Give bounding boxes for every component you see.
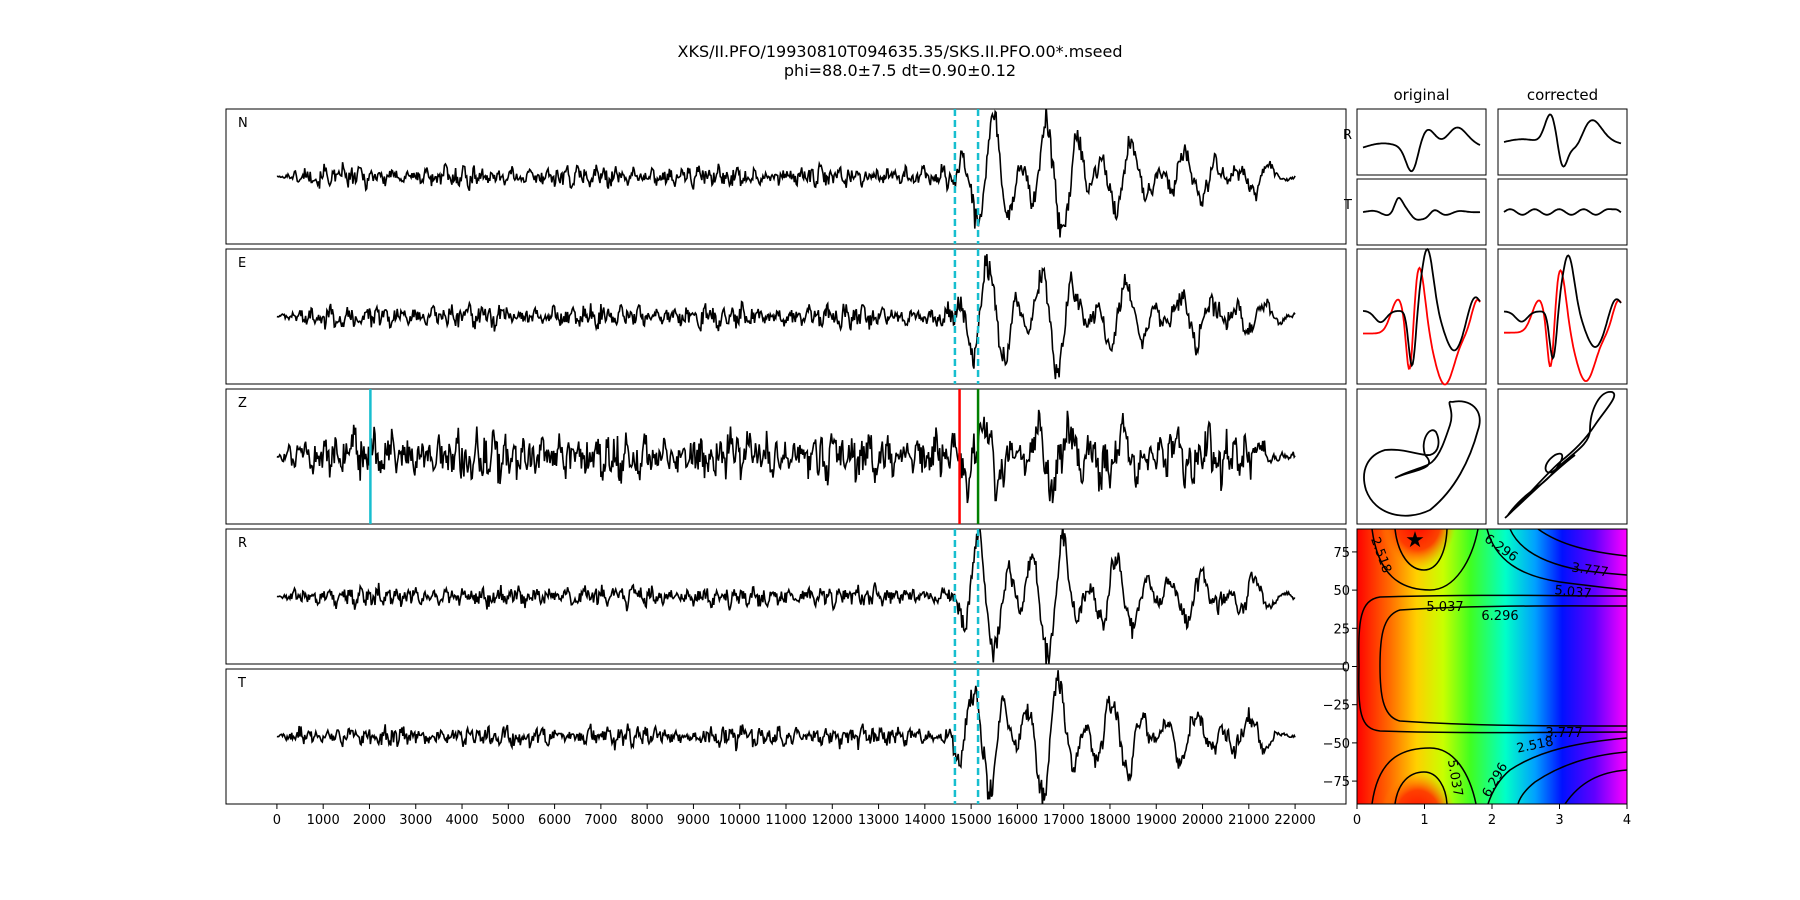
trace-panel-e: E — [225, 248, 1347, 385]
x-tick-label: 7000 — [584, 813, 617, 828]
x-tick-label: 16000 — [997, 813, 1038, 828]
contour-label: 5.037 — [1426, 600, 1463, 615]
contour-label: 6.296 — [1481, 609, 1518, 624]
x-tick-label: 17000 — [1043, 813, 1084, 828]
x-tick-label: 10000 — [719, 813, 760, 828]
x-tick-label: 4000 — [445, 813, 478, 828]
inset-frame — [1356, 388, 1487, 525]
x-tick-label: 11000 — [765, 813, 806, 828]
x-tick-label: 19000 — [1136, 813, 1177, 828]
x-tick-label: 3000 — [399, 813, 432, 828]
trace-label: T — [237, 676, 246, 691]
trace-label: N — [238, 116, 248, 131]
grid-contours — [1358, 529, 1627, 804]
x-tick-label: 0 — [273, 813, 281, 828]
trace-label: Z — [238, 396, 247, 411]
particle-motion-original — [1363, 400, 1481, 517]
trace-panel-z: Z — [225, 388, 1347, 525]
trace-panels: N E Z R T 0 1000 2000 3000 4000 5000 6000 7000 8000 90… — [225, 108, 1347, 828]
trace-panel-n: N — [225, 108, 1347, 245]
x-tick-label: 20000 — [1182, 813, 1223, 828]
grid-y-tick-label: 25 — [1333, 622, 1350, 637]
x-tick-label: 1000 — [307, 813, 340, 828]
x-tick-label: 5000 — [492, 813, 525, 828]
trace-waveform — [276, 109, 1296, 238]
inset-t-original — [1362, 196, 1481, 221]
x-tick-label: 2000 — [353, 813, 386, 828]
grid-y-tick-label: −25 — [1323, 699, 1350, 714]
grid-axis-ticks: 0 1 2 3 4 75 50 25 0 −25 −50 −75 — [1323, 546, 1632, 828]
grid-x-tick-label: 1 — [1420, 813, 1428, 828]
grid-x-tick-label: 3 — [1555, 813, 1563, 828]
trace-waveform — [276, 409, 1296, 504]
inset-t-corrected — [1503, 208, 1622, 216]
inset-frame — [1497, 178, 1628, 246]
inset-r-corrected — [1503, 113, 1622, 168]
grid-x-tick-label: 0 — [1353, 813, 1361, 828]
x-tick-label: 12000 — [812, 813, 853, 828]
figure-title: XKS/II.PFO/19930810T094635.35/SKS.II.PFO… — [677, 42, 1123, 61]
x-tick-label: 22000 — [1274, 813, 1315, 828]
best-fit-star-icon: ★ — [1405, 528, 1425, 553]
inset-r-original — [1362, 126, 1481, 173]
inset-row-label: T — [1343, 198, 1352, 213]
inset-row-label: R — [1343, 128, 1352, 143]
x-tick-label: 15000 — [950, 813, 991, 828]
grid-y-tick-label: −75 — [1323, 775, 1350, 790]
grid-y-tick-label: 50 — [1333, 584, 1350, 599]
trace-waveform — [276, 254, 1296, 380]
figure-subtitle: phi=88.0±7.5 dt=0.90±0.12 — [783, 61, 1017, 80]
x-tick-label: 14000 — [904, 813, 945, 828]
contour-label: 5.037 — [1444, 758, 1465, 797]
contour-label: 3.777 — [1545, 726, 1582, 741]
contour-label: 3.777 — [1570, 560, 1609, 580]
trace-x-axis: 0 1000 2000 3000 4000 5000 6000 7000 8000 9000 100… — [273, 804, 1316, 828]
trace-panel-r: R — [225, 528, 1347, 665]
grid-y-tick-label: 0 — [1342, 661, 1350, 676]
trace-waveform — [276, 670, 1296, 804]
contour-label: 5.037 — [1554, 583, 1593, 602]
inset-overlay-original-black — [1363, 247, 1481, 368]
trace-label: E — [238, 256, 246, 271]
grid-y-tick-label: −50 — [1323, 737, 1350, 752]
x-tick-label: 21000 — [1228, 813, 1269, 828]
x-tick-label: 18000 — [1089, 813, 1130, 828]
trace-panel-t: T — [225, 668, 1347, 805]
trace-label: R — [238, 536, 247, 551]
x-tick-label: 6000 — [538, 813, 571, 828]
inset-frame — [1497, 248, 1628, 385]
inset-column-title: corrected — [1527, 86, 1598, 104]
particle-motion-corrected — [1504, 391, 1616, 519]
inset-column-title: original — [1393, 86, 1449, 104]
inset-overlay-corrected-black — [1503, 254, 1622, 361]
x-tick-label: 13000 — [858, 813, 899, 828]
grid-minimum-top — [1380, 529, 1456, 588]
grid-minimum-bottom — [1380, 752, 1456, 804]
x-tick-label: 9000 — [677, 813, 710, 828]
grid-x-tick-label: 2 — [1488, 813, 1496, 828]
trace-waveform — [276, 529, 1296, 664]
waveform-insets: original corrected R T — [1343, 86, 1628, 525]
grid-y-tick-label: 75 — [1333, 546, 1350, 561]
x-tick-label: 8000 — [631, 813, 664, 828]
grid-x-tick-label: 4 — [1623, 813, 1631, 828]
